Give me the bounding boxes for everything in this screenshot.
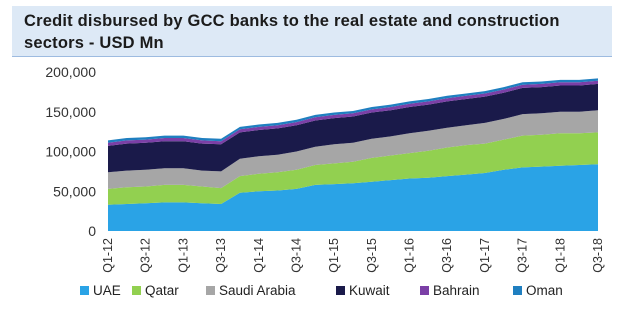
- area-series-oman: [108, 78, 598, 143]
- legend-label: Qatar: [145, 283, 179, 298]
- x-tick-label: Q3-17: [516, 238, 530, 273]
- x-tick-label: Q3-13: [214, 238, 228, 273]
- legend-label: Kuwait: [349, 283, 390, 298]
- legend-swatch: [80, 286, 89, 295]
- x-tick-label: Q1-17: [478, 238, 492, 273]
- y-tick-label: 150,000: [45, 104, 96, 120]
- chart-title: Credit disbursed by GCC banks to the rea…: [24, 12, 560, 52]
- x-tick-label: Q1-13: [176, 238, 190, 273]
- area-series-uae: [108, 164, 598, 231]
- x-tick-label: Q1-16: [403, 238, 417, 273]
- legend-swatch: [132, 286, 141, 295]
- chart-title-box: Credit disbursed by GCC banks to the rea…: [12, 6, 612, 57]
- area-series-qatar: [108, 132, 598, 205]
- legend-label: Oman: [526, 283, 563, 298]
- legend-label: Bahrain: [433, 283, 480, 298]
- x-tick-label: Q1-12: [101, 238, 115, 273]
- area-series-bahrain: [108, 80, 598, 146]
- y-tick-label: 100,000: [45, 144, 96, 160]
- x-tick-label: Q1-18: [553, 238, 567, 273]
- x-tick-label: Q1-15: [327, 238, 341, 273]
- legend-label: UAE: [93, 283, 121, 298]
- y-tick-label: 200,000: [45, 64, 96, 80]
- legend-swatch: [513, 286, 522, 295]
- x-tick-label: Q3-12: [139, 238, 153, 273]
- legend-swatch: [206, 286, 215, 295]
- legend-swatch: [420, 286, 429, 295]
- area-series-kuwait: [108, 83, 598, 173]
- x-tick-label: Q3-16: [440, 238, 454, 273]
- legend-label: Saudi Arabia: [219, 283, 296, 298]
- x-tick-label: Q3-14: [289, 238, 303, 273]
- x-tick-label: Q3-15: [365, 238, 379, 273]
- legend-swatch: [336, 286, 345, 295]
- area-series-saudi-arabia: [108, 110, 598, 189]
- x-tick-label: Q1-14: [252, 238, 266, 273]
- x-tick-label: Q3-18: [591, 238, 605, 273]
- y-tick-label: 0: [88, 223, 96, 239]
- y-tick-label: 50,000: [53, 183, 96, 199]
- chart-frame: Credit disbursed by GCC banks to the rea…: [4, 4, 614, 317]
